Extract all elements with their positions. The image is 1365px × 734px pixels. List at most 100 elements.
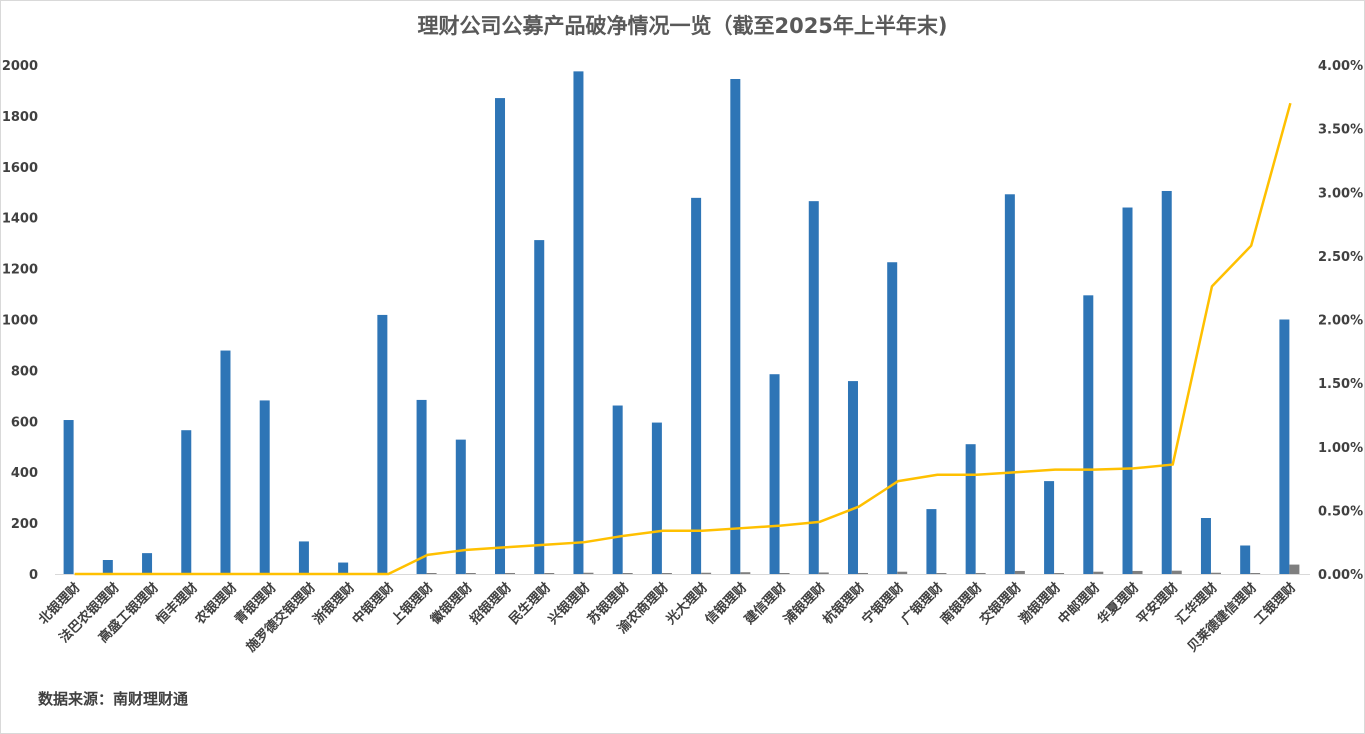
y-axis-tick-label: 1400 (2, 212, 38, 227)
x-axis-category-label: 杭银理财 (820, 580, 868, 628)
chart-title: 理财公司公募产品破净情况一览（截至2025年上半年末) (417, 14, 948, 38)
y-axis-tick-label: 0 (29, 568, 38, 583)
y-axis-tick-label: 2000 (2, 59, 38, 74)
x-axis-category-label: 交银理财 (977, 580, 1025, 628)
x-axis-category-label: 农银理财 (192, 580, 241, 629)
data-source-note: 数据来源：南财理财通 (38, 690, 189, 708)
bar-secondary (1289, 564, 1300, 574)
y2-axis-tick-label: 4.00% (1318, 59, 1363, 74)
bar-primary (142, 553, 153, 574)
bar-primary (181, 430, 192, 574)
bar-secondary (1171, 570, 1182, 574)
bar-secondary (936, 573, 947, 574)
bar-primary (102, 560, 113, 574)
bar-secondary (505, 572, 516, 574)
bar-primary (338, 562, 349, 574)
bar-primary (534, 240, 545, 574)
bar-primary (495, 98, 506, 575)
bar-secondary (622, 573, 633, 574)
bar-secondary (583, 572, 594, 574)
y2-axis-tick-label: 1.00% (1318, 441, 1363, 456)
x-axis-category-label: 广银理财 (898, 580, 946, 628)
bar-secondary (857, 572, 868, 574)
x-axis-category-label: 平安理财 (1133, 580, 1181, 628)
bar-primary (1044, 481, 1055, 574)
x-axis-category-label: 中银理财 (349, 580, 397, 628)
y-axis-tick-label: 200 (11, 517, 38, 532)
bar-primary (1240, 545, 1251, 574)
x-axis-category-label: 华夏理财 (1094, 580, 1142, 628)
line-series (74, 102, 1292, 576)
x-axis-category-label: 中邮理财 (1055, 580, 1103, 628)
bar-primary (573, 71, 584, 575)
bar-secondary (544, 573, 555, 574)
bar-secondary (1054, 573, 1065, 574)
bar-primary (259, 400, 270, 574)
bar-secondary (1250, 573, 1261, 574)
x-axis-category-label: 南银理财 (937, 580, 985, 628)
bar-primary (1279, 319, 1290, 574)
bar-primary (298, 541, 309, 574)
x-axis-category-label: 贝莱德建信理财 (1184, 580, 1260, 656)
y-axis-tick-label: 1000 (2, 314, 38, 329)
bar-primary (808, 201, 819, 574)
bar-primary (1200, 518, 1211, 574)
bar-primary (1122, 207, 1133, 574)
bar-primary (847, 381, 858, 574)
bar-secondary (1014, 570, 1025, 574)
y2-axis-tick-label: 3.50% (1318, 123, 1363, 138)
bar-primary (220, 350, 231, 574)
bar-primary (1004, 194, 1015, 574)
y2-axis-tick-label: 0.00% (1318, 568, 1363, 583)
y-axis-tick-label: 400 (11, 466, 38, 481)
bar-secondary (897, 571, 908, 574)
y2-axis-tick-label: 0.50% (1318, 504, 1363, 519)
bar-secondary (740, 572, 751, 574)
y-axis-tick-label: 600 (11, 415, 38, 430)
y-axis-tick-label: 1800 (2, 110, 38, 125)
bar-secondary (701, 572, 712, 574)
x-axis-category-label: 民生理财 (506, 580, 554, 628)
x-axis-category-label: 建信理财 (741, 580, 789, 628)
y2-axis-tick-label: 1.50% (1318, 377, 1363, 392)
bar-primary (416, 399, 427, 574)
bar-primary (455, 439, 466, 574)
x-axis-category-label: 浦银理财 (780, 580, 828, 628)
bar-primary (926, 509, 937, 574)
bar-secondary (975, 572, 986, 574)
bar-primary (965, 444, 976, 574)
y2-axis-tick-label: 3.00% (1318, 186, 1363, 201)
bar-primary (651, 422, 662, 574)
x-axis-category-label: 徽银理财 (427, 580, 476, 629)
x-axis-category-label: 兴银理财 (545, 580, 593, 628)
x-axis-category-label: 招银理财 (467, 580, 515, 628)
bar-primary (377, 314, 388, 574)
x-axis-category-label: 信银理财 (702, 580, 750, 628)
x-axis-category-label: 恒丰理财 (153, 580, 201, 628)
x-axis-category-label: 浙银理财 (310, 580, 358, 628)
bar-secondary (1210, 572, 1221, 574)
x-axis-category-label: 上银理财 (388, 580, 436, 628)
bar-secondary (818, 572, 829, 574)
bar-secondary (1132, 570, 1143, 574)
bar-secondary (465, 573, 476, 574)
y2-axis-tick-label: 2.50% (1318, 250, 1363, 265)
bar-primary (1083, 295, 1094, 574)
bar-primary (691, 197, 702, 574)
y2-axis-tick-label: 2.00% (1318, 314, 1363, 329)
bar-secondary (779, 573, 790, 574)
bar-secondary (426, 573, 437, 574)
y-axis-tick-label: 1600 (2, 161, 38, 176)
x-axis-category-label: 渤银理财 (1016, 580, 1064, 628)
bar-secondary (661, 573, 672, 574)
bar-secondary (1093, 571, 1104, 574)
y-axis-tick-label: 1200 (2, 263, 38, 278)
bar-primary (612, 405, 623, 574)
bar-primary (769, 374, 780, 574)
x-axis-category-label: 工银理财 (1251, 580, 1299, 628)
bar-primary (730, 78, 741, 574)
y-axis-tick-label: 800 (11, 364, 38, 379)
bar-primary (1161, 190, 1172, 575)
x-axis-category-label: 施罗德交银理财 (243, 580, 319, 656)
